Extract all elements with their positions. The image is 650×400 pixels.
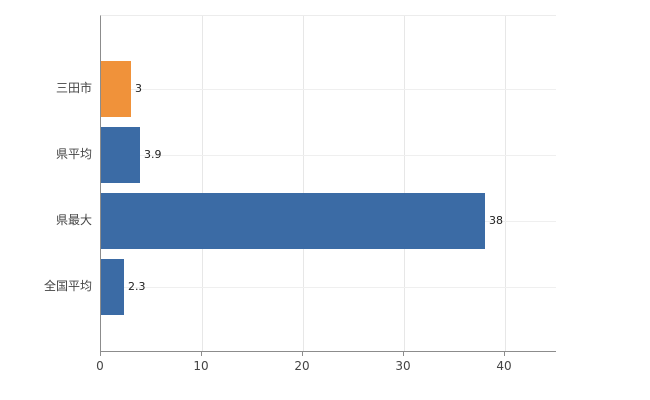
y-gridline	[101, 287, 556, 288]
bar	[101, 193, 485, 249]
x-gridline	[303, 16, 304, 351]
x-axis-tick	[100, 351, 101, 356]
x-axis-tick	[403, 351, 404, 356]
y-gridline	[101, 155, 556, 156]
bar-value-label: 3	[135, 82, 142, 95]
category-label: 県最大	[55, 213, 92, 227]
x-axis-tick-label: 20	[294, 359, 310, 373]
bar	[101, 259, 124, 315]
x-gridline	[505, 16, 506, 351]
x-gridline	[404, 16, 405, 351]
x-axis-tick-label: 10	[193, 359, 209, 373]
bar-value-label: 3.9	[144, 148, 162, 161]
y-gridline	[101, 89, 556, 90]
category-label: 県平均	[55, 147, 92, 161]
x-axis-tick	[302, 351, 303, 356]
x-axis-tick	[201, 351, 202, 356]
x-axis-tick-label: 40	[496, 359, 512, 373]
x-axis-tick-label: 0	[96, 359, 104, 373]
category-label: 三田市	[55, 81, 92, 95]
x-axis-tick	[504, 351, 505, 356]
bar	[101, 61, 131, 117]
category-label: 全国平均	[43, 279, 92, 293]
bar	[101, 127, 140, 183]
plot-area: 3 3.9 38 2.3	[100, 15, 556, 352]
bar-value-label: 38	[489, 214, 503, 227]
bar-value-label: 2.3	[128, 280, 146, 293]
x-gridline	[202, 16, 203, 351]
x-axis-tick-label: 30	[395, 359, 411, 373]
